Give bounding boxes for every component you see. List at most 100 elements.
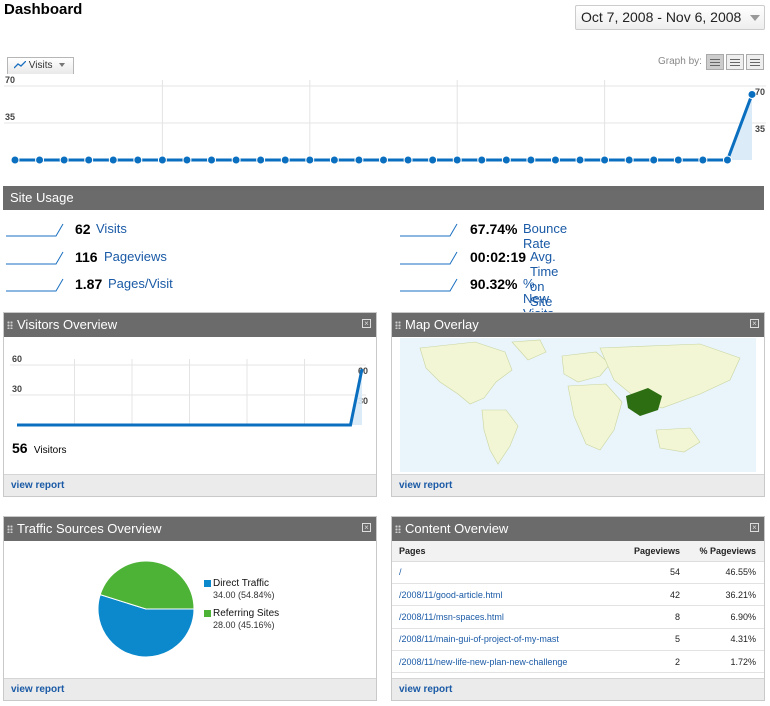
data-point[interactable] — [305, 155, 315, 165]
data-point[interactable] — [501, 155, 511, 165]
sparkline — [6, 223, 64, 237]
metric-link[interactable]: Pageviews — [104, 249, 167, 264]
visitors-count-value: 56 — [12, 440, 28, 456]
pie-slice-direct-traffic[interactable] — [97, 594, 195, 658]
data-point[interactable] — [182, 155, 192, 165]
china-highlight — [626, 388, 662, 416]
graph-by-month-button[interactable] — [746, 54, 764, 70]
date-range-label: Oct 7, 2008 - Nov 6, 2008 — [581, 9, 742, 25]
chevron-down-icon — [750, 15, 760, 21]
data-point[interactable] — [329, 155, 339, 165]
data-point[interactable] — [428, 155, 438, 165]
pie-slice-referring-sites[interactable] — [99, 560, 195, 610]
visitors-view-report-link[interactable]: view report — [11, 480, 65, 491]
dropdown-arrow-icon — [59, 63, 66, 68]
content-view-report-link[interactable]: view report — [399, 684, 453, 695]
legend-name: Direct Traffic — [213, 578, 269, 589]
page-cell: /2008/11/new-life-new-plan-new-challenge — [392, 650, 621, 674]
legend-value: 28.00 (45.16%) — [213, 620, 275, 630]
col-pages[interactable]: Pages — [392, 541, 621, 562]
data-point[interactable] — [207, 155, 217, 165]
close-icon[interactable]: × — [750, 523, 759, 532]
map-overlay-title: Map Overlay — [405, 317, 479, 332]
data-point[interactable] — [379, 155, 388, 165]
metric-link[interactable]: Avg. Time on Site — [530, 249, 559, 309]
page-cell: / — [392, 561, 621, 584]
page-link[interactable]: /2008/11/msn-spaces.html — [399, 611, 504, 622]
data-point[interactable] — [649, 155, 659, 165]
data-point[interactable] — [452, 155, 462, 165]
map-overlay-header: Map Overlay × — [392, 313, 764, 337]
data-point[interactable] — [403, 155, 413, 165]
graph-by-day-button[interactable] — [706, 54, 724, 70]
data-point[interactable] — [133, 155, 143, 165]
data-point[interactable] — [157, 155, 167, 165]
data-point[interactable] — [84, 155, 94, 165]
close-icon[interactable]: × — [750, 319, 759, 328]
metric-selector-label: Visits — [28, 60, 53, 71]
metric-link[interactable]: Visits — [96, 221, 127, 236]
data-point[interactable] — [550, 155, 560, 165]
close-icon[interactable]: × — [362, 319, 371, 328]
north-america-landmass — [419, 341, 513, 405]
y-tick-label-right: 35 — [755, 124, 765, 134]
data-point[interactable] — [526, 155, 536, 165]
africa-landmass — [567, 383, 623, 451]
data-point[interactable] — [624, 155, 634, 165]
data-point[interactable] — [231, 155, 241, 165]
visits-chart: 35 35 70 70 — [4, 75, 766, 165]
map-view-report-link[interactable]: view report — [399, 480, 453, 491]
metric-value: 67.74% — [470, 221, 518, 237]
drag-handle-icon[interactable] — [395, 321, 401, 329]
page-title: Dashboard — [4, 1, 83, 18]
map-overlay-panel: Map Overlay × view report — [391, 312, 765, 497]
data-point[interactable] — [35, 155, 45, 165]
traffic-sources-header: Traffic Sources Overview × — [4, 517, 376, 541]
data-point[interactable] — [698, 155, 708, 165]
data-point[interactable] — [256, 155, 266, 165]
graph-by-week-button[interactable] — [726, 54, 744, 70]
y-tick-label-left: 70 — [5, 75, 15, 85]
visitors-overview-panel: Visitors Overview × 30 30 60 60 56 Visitors… — [3, 312, 377, 497]
page-cell: /2008/11/good-article.html — [392, 583, 621, 607]
visitors-overview-header: Visitors Overview × — [4, 313, 376, 337]
traffic-view-report-link[interactable]: view report — [11, 684, 65, 695]
data-point[interactable] — [722, 155, 732, 165]
pageviews-cell: 8 — [620, 605, 681, 629]
metric-selector-tab[interactable]: Visits — [7, 57, 74, 74]
content-table: Pages Pageviews % Pageviews /54 46.55%/20… — [392, 541, 764, 674]
metric-link[interactable]: Pages/Visit — [108, 276, 173, 291]
europe-landmass — [561, 351, 611, 383]
col-percent-pageviews[interactable]: % Pageviews — [680, 541, 764, 562]
drag-handle-icon[interactable] — [395, 525, 401, 533]
page-link[interactable]: /2008/11/main-gui-of-project-of-my-mast — [399, 634, 559, 645]
metric-value: 116 — [75, 249, 98, 265]
data-point[interactable] — [59, 155, 69, 165]
data-point[interactable] — [10, 155, 20, 165]
data-point[interactable] — [280, 155, 290, 165]
close-icon[interactable]: × — [362, 523, 371, 532]
data-point[interactable] — [575, 155, 585, 165]
greenland-landmass — [511, 339, 547, 361]
asia-landmass — [599, 343, 741, 409]
data-point[interactable] — [354, 155, 364, 165]
data-point[interactable] — [747, 89, 757, 99]
page-link[interactable]: / — [399, 567, 402, 578]
drag-handle-icon[interactable] — [7, 525, 13, 533]
percent-cell: 1.72% — [680, 650, 764, 674]
percent-cell: 46.55% — [680, 561, 764, 584]
page-link[interactable]: /2008/11/new-life-new-plan-new-challenge — [399, 656, 568, 667]
col-pageviews[interactable]: Pageviews — [620, 541, 681, 562]
world-map[interactable] — [400, 338, 756, 472]
data-point[interactable] — [108, 155, 118, 165]
drag-handle-icon[interactable] — [7, 321, 13, 329]
percent-cell: 36.21% — [680, 583, 764, 607]
data-point[interactable] — [600, 155, 610, 165]
metric-link[interactable]: Bounce Rate — [523, 221, 568, 251]
data-point[interactable] — [477, 155, 487, 165]
page-link[interactable]: /2008/11/good-article.html — [399, 589, 503, 600]
table-row: /2008/11/new-life-new-plan-new-challenge… — [392, 650, 764, 674]
data-point[interactable] — [673, 155, 683, 165]
date-range-picker[interactable]: Oct 7, 2008 - Nov 6, 2008 — [575, 5, 765, 30]
